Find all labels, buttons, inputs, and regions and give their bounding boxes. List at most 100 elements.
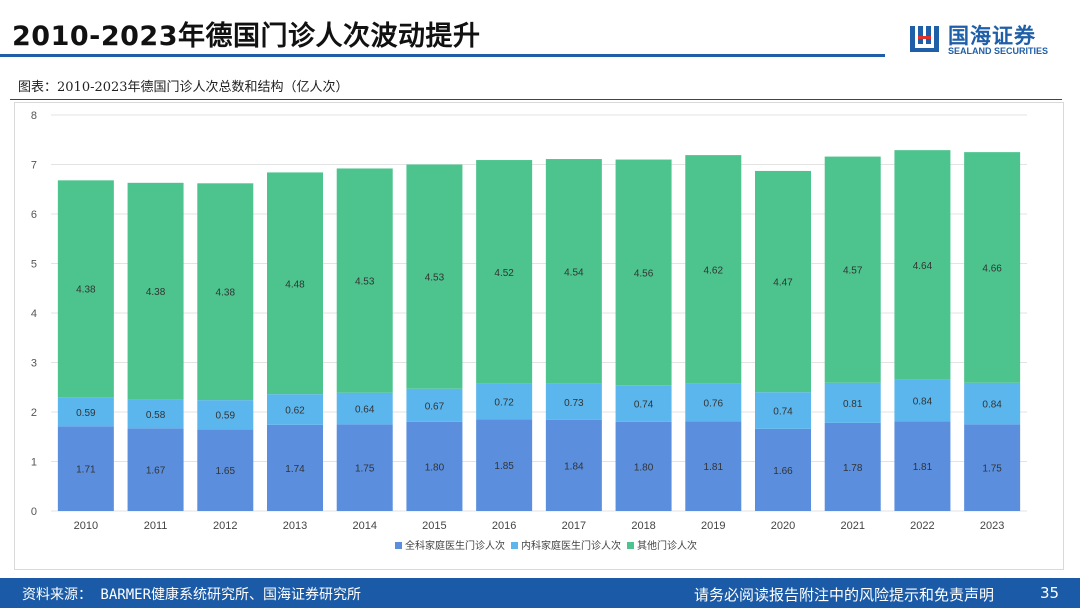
bar-segment — [336, 424, 393, 511]
data-label: 1.66 — [773, 466, 793, 477]
y-tick-label: 8 — [31, 110, 37, 122]
data-label: 0.72 — [494, 398, 514, 409]
stacked-bar-chart: 0 1 2 3 4 5 6 7 8 1.71 0.59 4.38 2010 1.67 0.58 4.38 201… — [31, 110, 1027, 552]
bar-segment — [755, 170, 811, 393]
bar-segment — [406, 388, 463, 422]
data-label: 1.80 — [634, 462, 654, 473]
data-label: 1.80 — [425, 462, 445, 473]
data-label: 0.58 — [146, 410, 166, 421]
legend-entry: 全科家庭医生门诊人次 — [405, 539, 505, 552]
y-tick-label: 2 — [31, 407, 37, 419]
data-label: 1.85 — [494, 461, 514, 472]
bar-segment — [894, 379, 951, 422]
data-label: 0.76 — [704, 399, 724, 410]
data-label: 0.62 — [285, 406, 305, 417]
legend-entry: 内科家庭医生门诊人次 — [521, 539, 621, 552]
chart-caption: 图表：2010-2023年德国门诊人次总数和结构（亿人次） — [18, 80, 349, 95]
legend-swatch — [511, 542, 518, 549]
bar-segment — [336, 392, 393, 425]
x-tick-label: 2011 — [144, 520, 168, 532]
x-tick-label: 2015 — [422, 520, 446, 532]
y-tick-label: 0 — [31, 506, 37, 518]
bar-segment — [197, 429, 254, 511]
bar-segment — [615, 421, 672, 511]
logo-english-name: SEALAND SECURITIES — [948, 46, 1049, 56]
bar-segment — [545, 159, 602, 384]
bar-segment — [476, 160, 533, 384]
data-label: 0.84 — [982, 400, 1002, 411]
bar-segment — [964, 424, 1021, 511]
data-label: 4.47 — [773, 278, 793, 289]
data-label: 1.65 — [216, 466, 236, 477]
data-label: 1.67 — [146, 466, 166, 477]
bar-segment — [615, 385, 672, 422]
x-tick-label: 2019 — [701, 520, 725, 532]
brand-logo: 国海证券 SEALAND SECURITIES — [908, 20, 1068, 60]
data-label: 4.62 — [704, 265, 724, 276]
y-tick-label: 3 — [31, 358, 37, 370]
bar-segment — [755, 428, 811, 511]
bar-segment — [545, 419, 602, 511]
data-label: 1.81 — [704, 462, 724, 473]
x-tick-label: 2021 — [840, 520, 864, 532]
data-label: 0.81 — [843, 399, 863, 410]
page-title: 2010-2023年德国门诊人次波动提升 — [12, 21, 481, 52]
data-label: 4.66 — [982, 263, 1002, 274]
data-label: 0.74 — [634, 400, 654, 411]
data-label: 0.59 — [76, 408, 96, 419]
data-label: 4.48 — [285, 279, 305, 290]
data-label: 1.71 — [76, 465, 96, 476]
bar-segment — [615, 159, 672, 386]
bar-segment — [127, 182, 184, 400]
bar-segment — [964, 152, 1021, 383]
legend-swatch — [627, 542, 634, 549]
bar-segment — [57, 180, 114, 398]
footer-bar — [0, 578, 1080, 608]
data-label: 4.38 — [146, 287, 166, 298]
bar-segment — [894, 421, 951, 511]
x-tick-label: 2016 — [492, 520, 516, 532]
bar-segment — [267, 424, 323, 511]
y-tick-label: 5 — [31, 259, 37, 271]
data-label: 0.67 — [425, 401, 445, 412]
data-label: 0.74 — [773, 407, 793, 418]
page-number: 35 — [1040, 584, 1060, 602]
bar-segment — [755, 392, 811, 429]
bar-segment — [57, 426, 114, 511]
disclaimer-link[interactable]: 请务必阅读报告附注中的风险提示和免责声明 — [694, 586, 995, 604]
bar-segment — [406, 164, 463, 389]
title-underline — [0, 54, 885, 57]
chart-frame: 0 1 2 3 4 5 6 7 8 1.71 0.59 4.38 2010 1.67 0.58 4.38 201… — [14, 102, 1064, 570]
bar-segment — [476, 419, 533, 511]
bar-segment — [406, 421, 463, 511]
x-tick-label: 2020 — [771, 520, 795, 532]
x-tick-label: 2017 — [562, 520, 586, 532]
data-label: 4.64 — [913, 261, 933, 272]
bar-segment — [685, 383, 742, 422]
x-tick-label: 2013 — [283, 520, 307, 532]
data-label: 0.64 — [355, 405, 375, 416]
bar-segment — [197, 400, 254, 430]
bar-segment — [824, 422, 881, 511]
bar-segment — [127, 428, 184, 511]
data-label: 0.59 — [216, 411, 236, 422]
data-label: 4.56 — [634, 268, 654, 279]
bar-segment — [336, 168, 393, 393]
data-label: 0.73 — [564, 398, 584, 409]
x-tick-label: 2023 — [980, 520, 1004, 532]
bar-segment — [197, 183, 254, 401]
sealand-logo-icon — [910, 26, 939, 52]
bar-segment — [127, 399, 184, 429]
bar-segment — [476, 383, 533, 420]
bar-segment — [685, 155, 742, 384]
data-label: 1.75 — [355, 464, 375, 475]
x-tick-label: 2018 — [631, 520, 655, 532]
data-label: 4.52 — [494, 268, 514, 279]
bar-segment — [545, 383, 602, 420]
legend-swatch — [395, 542, 402, 549]
data-label: 1.81 — [913, 462, 933, 473]
source-note: 资料来源： BARMER健康系统研究所、国海证券研究所 — [22, 587, 361, 603]
data-label: 4.54 — [564, 267, 584, 278]
data-label: 1.74 — [285, 464, 305, 475]
y-tick-label: 6 — [31, 209, 37, 221]
